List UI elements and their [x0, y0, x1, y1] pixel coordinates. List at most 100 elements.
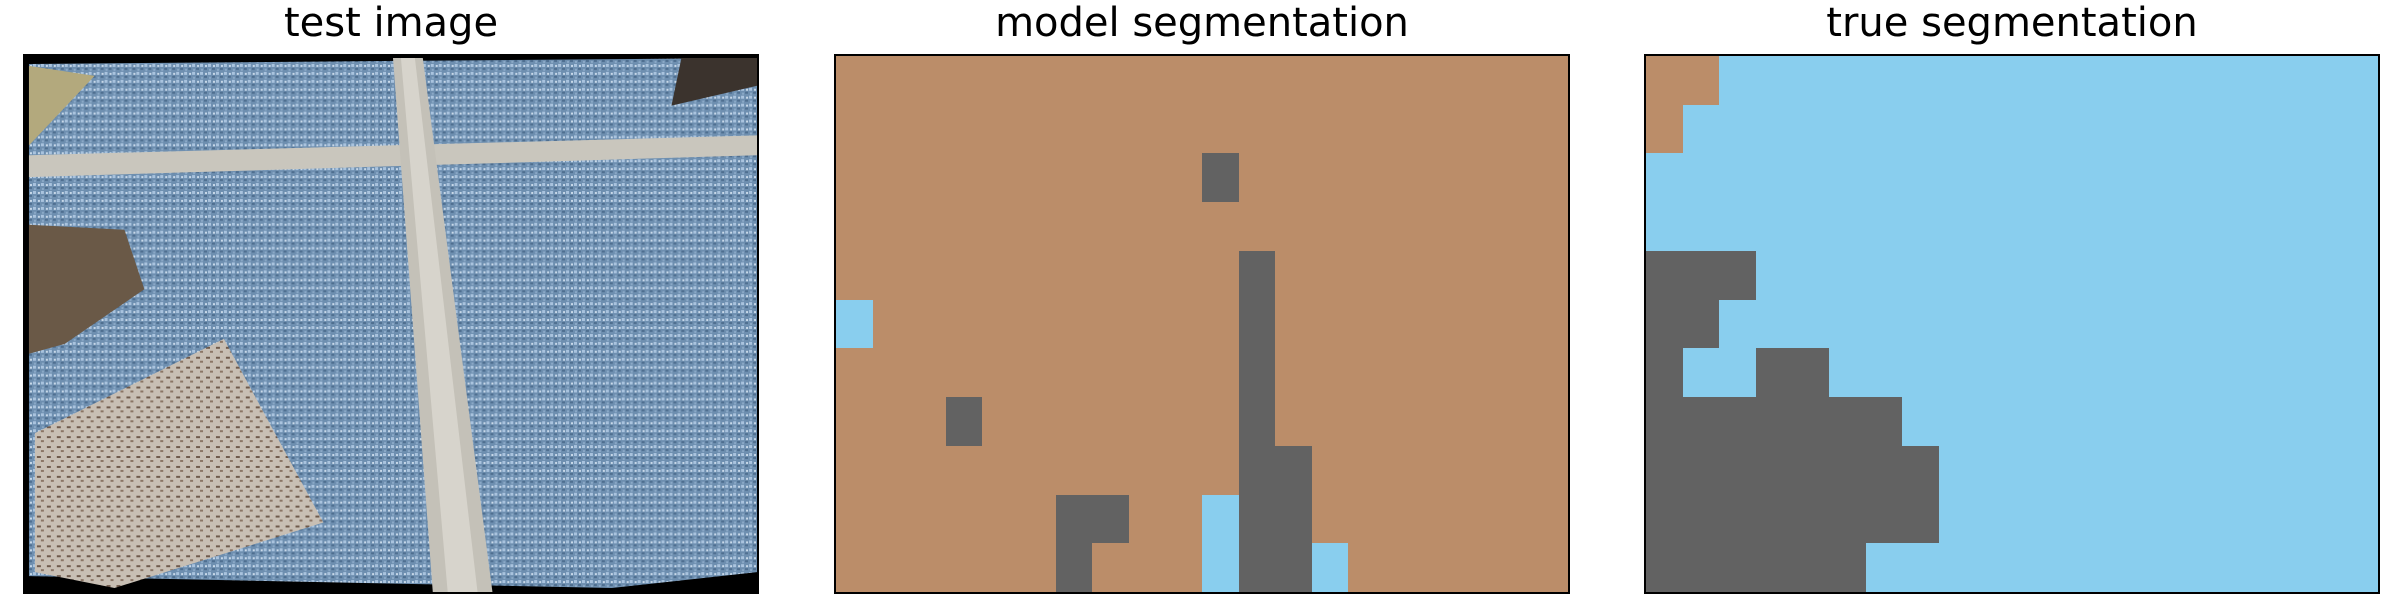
model-segmentation-cell	[1055, 397, 1093, 446]
model-segmentation-panel	[834, 54, 1570, 594]
true-segmentation-cell	[1719, 104, 1756, 154]
true-segmentation-cell	[2085, 494, 2122, 544]
model-segmentation-cell	[1348, 494, 1385, 544]
true-segmentation-cell	[2304, 445, 2342, 495]
true-segmentation-cell	[1755, 56, 1793, 105]
model-segmentation-cell	[1421, 250, 1459, 300]
model-segmentation-cell	[1055, 494, 1093, 544]
true-segmentation-cell	[1865, 104, 1903, 154]
model-segmentation-cell	[1421, 445, 1459, 495]
model-segmentation-cell	[909, 56, 946, 105]
model-segmentation-cell	[872, 397, 910, 446]
true-segmentation-cell	[1792, 299, 1829, 349]
true-segmentation-cell	[1938, 445, 1976, 495]
model-segmentation-cell	[1421, 299, 1459, 349]
true-segmentation-cell	[2341, 348, 2378, 398]
model-segmentation-cell	[1018, 250, 1056, 300]
true-segmentation-cell	[2011, 104, 2049, 154]
true-segmentation-cell	[2194, 104, 2232, 154]
true-segmentation-cell	[2231, 153, 2269, 203]
true-segmentation-cell	[1938, 299, 1976, 349]
model-segmentation-cell	[872, 348, 910, 398]
model-segmentation-cell	[1531, 543, 1568, 592]
true-segmentation-cell	[2011, 494, 2049, 544]
model-segmentation-cell	[945, 348, 983, 398]
model-segmentation-cell	[1421, 348, 1459, 398]
model-segmentation-cell	[1531, 56, 1568, 105]
model-segmentation-cell	[1348, 104, 1385, 154]
model-segmentation-cell	[945, 202, 983, 251]
model-segmentation-cell	[945, 494, 983, 544]
true-segmentation-cell	[1792, 153, 1829, 203]
true-segmentation-cell	[1646, 202, 1683, 251]
model-segmentation-cell	[1018, 104, 1056, 154]
true-segmentation-cell	[1938, 56, 1976, 105]
model-segmentation-cell	[1531, 250, 1568, 300]
model-segmentation-cell	[836, 250, 873, 300]
true-segmentation-cell	[1646, 56, 1683, 105]
model-segmentation-cell	[1128, 56, 1166, 105]
model-segmentation-cell	[1018, 56, 1056, 105]
true-segmentation-cell	[1792, 397, 1829, 446]
model-segmentation-cell	[1128, 543, 1166, 592]
true-segmentation-cell	[2085, 104, 2122, 154]
model-segmentation-cell	[1238, 348, 1276, 398]
model-segmentation-cell	[1348, 299, 1385, 349]
true-segmentation-cell	[2158, 397, 2195, 446]
true-segmentation-cell	[2231, 299, 2269, 349]
model-segmentation-cell	[1494, 299, 1532, 349]
true-segmentation-cell	[2194, 445, 2232, 495]
model-segmentation-cell	[1275, 445, 1312, 495]
model-segmentation-cell	[1018, 153, 1056, 203]
model-segmentation-cell	[982, 543, 1019, 592]
model-segmentation-cell	[1458, 202, 1495, 251]
model-segmentation-cell	[1531, 397, 1568, 446]
model-segmentation-cell	[1311, 56, 1349, 105]
true-segmentation-cell	[1902, 543, 1939, 592]
true-segmentation-cell	[2268, 104, 2305, 154]
model-segmentation-cell	[1238, 56, 1276, 105]
model-segmentation-cell	[1458, 494, 1495, 544]
model-segmentation-cell	[1348, 250, 1385, 300]
true-segmentation-cell	[2158, 445, 2195, 495]
model-segmentation-cell	[872, 445, 910, 495]
true-segmentation-cell	[2268, 397, 2305, 446]
true-segmentation-cell	[1938, 494, 1976, 544]
model-segmentation-cell	[1128, 348, 1166, 398]
true-segmentation-cell	[2231, 56, 2269, 105]
model-segmentation-cell	[1458, 348, 1495, 398]
true-segmentation-cell	[2121, 202, 2159, 251]
true-segmentation-cell	[2341, 494, 2378, 544]
model-segmentation-cell	[982, 299, 1019, 349]
model-segmentation-cell	[1275, 494, 1312, 544]
true-segmentation-cell	[2048, 250, 2086, 300]
true-segmentation-cell	[1682, 202, 1720, 251]
model-segmentation-cell	[982, 397, 1019, 446]
model-segmentation-cell	[1384, 250, 1422, 300]
model-segmentation-cell	[909, 299, 946, 349]
model-segmentation-cell	[1311, 445, 1349, 495]
true-segmentation-cell	[1682, 348, 1720, 398]
model-segmentation-cell	[1165, 348, 1202, 398]
true-segmentation-cell	[1975, 153, 2012, 203]
true-segmentation-cell	[1865, 543, 1903, 592]
model-segmentation-cell	[1311, 348, 1349, 398]
model-segmentation-cell	[1275, 104, 1312, 154]
model-segmentation-cell	[872, 494, 910, 544]
model-segmentation-cell	[1128, 153, 1166, 203]
true-segmentation-cell	[2304, 348, 2342, 398]
model-segmentation-cell	[1494, 543, 1532, 592]
model-segmentation-cell	[1092, 348, 1129, 398]
true-segmentation-cell	[1828, 250, 1866, 300]
true-segmentation-cell	[2194, 202, 2232, 251]
model-segmentation-cell	[1201, 202, 1239, 251]
true-segmentation-cell	[2158, 104, 2195, 154]
model-segmentation-cell	[1421, 202, 1459, 251]
true-segmentation-cell	[1865, 494, 1903, 544]
model-segmentation-cell	[1165, 56, 1202, 105]
model-segmentation-cell	[1201, 299, 1239, 349]
model-segmentation-cell	[1311, 250, 1349, 300]
model-segmentation-cell	[1055, 250, 1093, 300]
true-segmentation-cell	[2268, 299, 2305, 349]
model-segmentation-cell	[1201, 348, 1239, 398]
